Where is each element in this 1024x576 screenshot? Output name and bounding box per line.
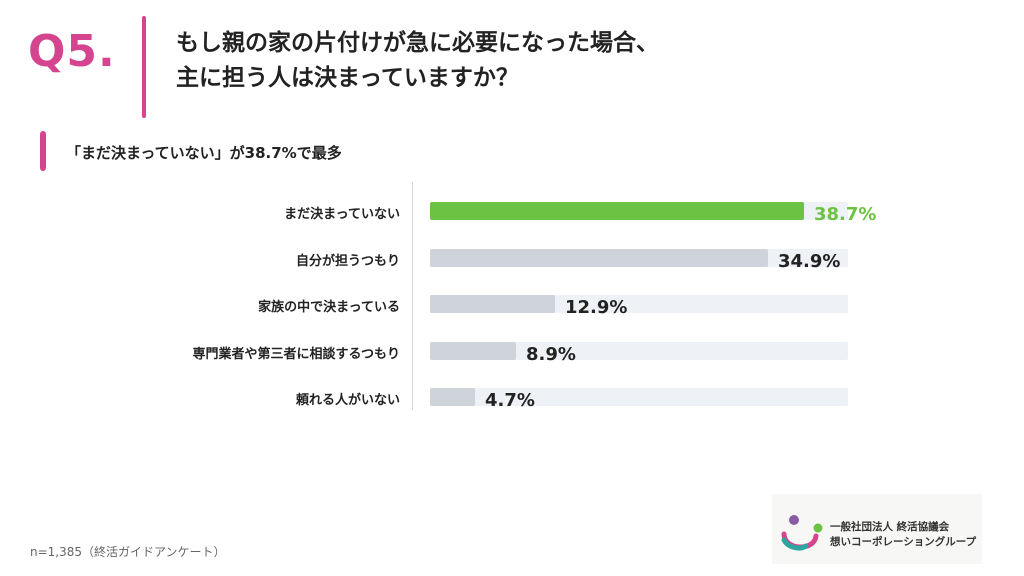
logo-line2: 想いコーポレーショングループ [830, 536, 977, 548]
question-title: もし親の家の片付けが急に必要になった場合、 主に担う人は決まっていますか？ [176, 26, 659, 96]
bar-track [430, 388, 848, 406]
subtitle-accent-bar [40, 131, 46, 171]
question-title-line2: 主に担う人は決まっていますか？ [176, 65, 519, 91]
category-label: 頼れる人がいない [295, 393, 400, 408]
question-title-line1: もし親の家の片付けが急に必要になった場合、 [176, 30, 659, 56]
title-divider [142, 16, 146, 118]
logo-text: 一般社団法人 終活協議会 想いコーポレーショングループ [830, 520, 976, 550]
bar-value-label: 8.9% [526, 344, 576, 365]
bar-value-label: 4.7% [485, 390, 535, 411]
category-label: 自分が担うつもり [295, 254, 400, 269]
subtitle: 「まだ決まっていない」が38.7%で最多 [66, 144, 342, 162]
bar [430, 202, 804, 220]
category-label: 家族の中で決まっている [258, 300, 400, 315]
sample-size-note: n=1,385（終活ガイドアンケート） [30, 545, 226, 559]
bar-value-label: 38.7% [814, 204, 877, 225]
logo-area [772, 494, 982, 564]
bar-value-label: 12.9% [565, 297, 628, 318]
category-label: まだ決まっていない [284, 207, 400, 222]
logo-line1: 一般社団法人 終活協議会 [830, 521, 950, 533]
bar [430, 249, 768, 267]
bar-value-label: 34.9% [778, 251, 841, 272]
bar-track [430, 342, 848, 360]
bar [430, 388, 475, 406]
bar [430, 342, 516, 360]
association-logo-icon [781, 515, 823, 551]
chart-axis-line [412, 182, 413, 410]
category-label: 専門業者や第三者に相談するつもり [192, 347, 400, 362]
question-number: Q5. [28, 26, 116, 77]
bar [430, 295, 555, 313]
